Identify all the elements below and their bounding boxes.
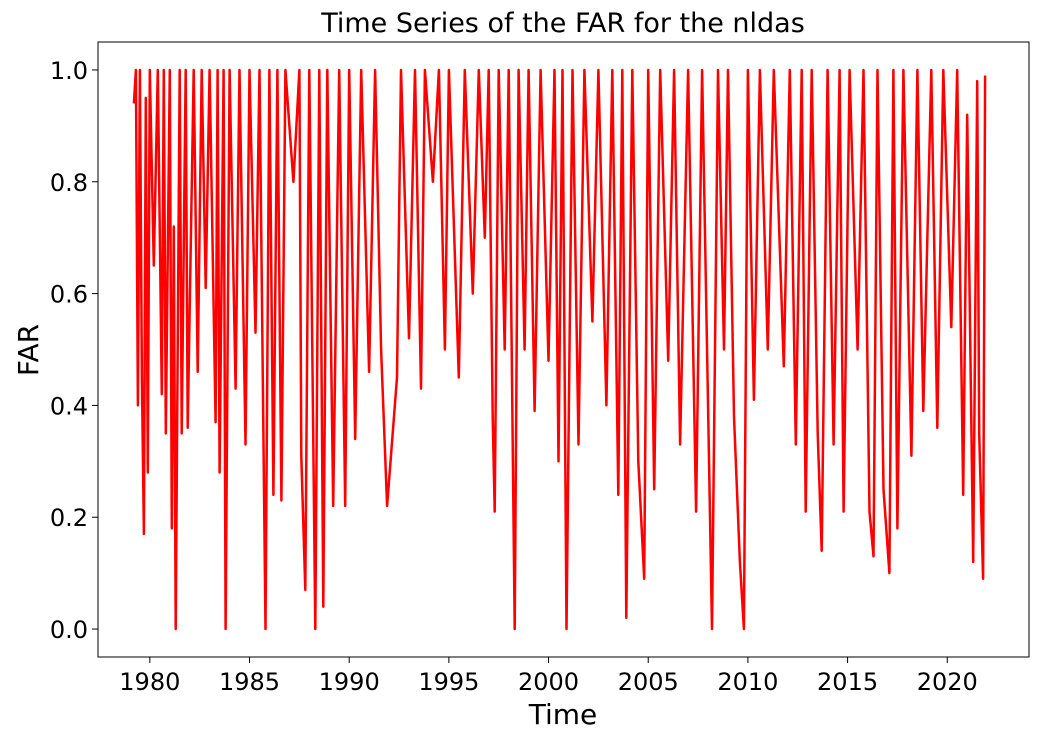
x-tick-label: 1985	[219, 668, 280, 696]
plot-frame	[97, 41, 1030, 658]
y-tick-label: 0.0	[50, 616, 88, 644]
y-tick-label: 0.4	[50, 392, 88, 420]
y-tick-label: 1.0	[50, 57, 88, 85]
x-axis-label: Time	[528, 698, 598, 731]
y-tick-label: 0.8	[50, 169, 88, 197]
x-tick-label: 1995	[418, 668, 479, 696]
y-tick-label: 0.6	[50, 281, 88, 309]
series-line	[132, 68, 987, 631]
x-tick-label: 2020	[917, 668, 978, 696]
x-tick-label: 2000	[518, 668, 579, 696]
y-tick-label: 0.2	[50, 504, 88, 532]
x-tick-label: 1980	[119, 668, 180, 696]
x-tick-label: 2005	[618, 668, 679, 696]
y-axis-label: FAR	[12, 324, 45, 376]
x-tick-label: 2015	[817, 668, 878, 696]
x-tick-label: 1990	[319, 668, 380, 696]
chart-title: Time Series of the FAR for the nldas	[320, 8, 805, 39]
x-tick-label: 2010	[717, 668, 778, 696]
